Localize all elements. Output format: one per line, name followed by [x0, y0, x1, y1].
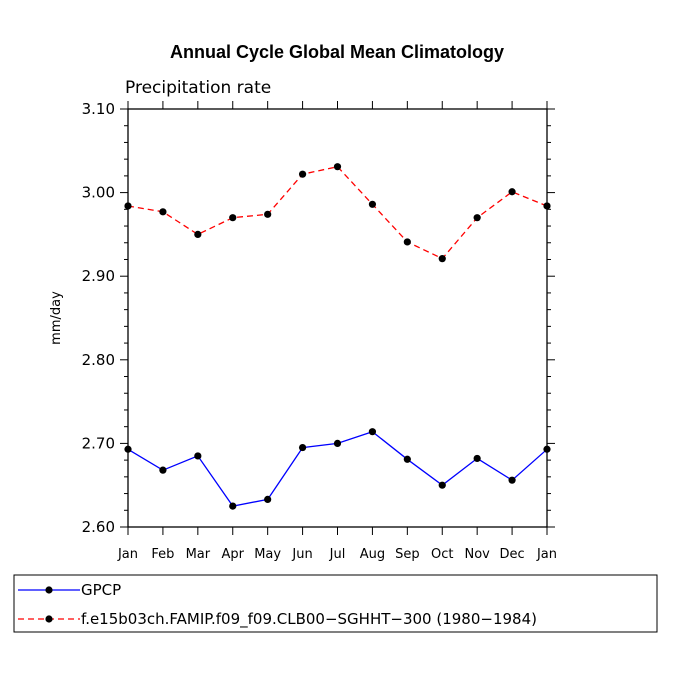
series-2-point: [403, 238, 411, 246]
series-1-point: [438, 481, 446, 489]
series-2-point: [333, 163, 342, 171]
series-2-point: [508, 188, 516, 196]
x-tick-label: Jul: [329, 547, 346, 562]
y-tick-label: 2.90: [82, 267, 115, 285]
x-tick-label: May: [254, 547, 281, 562]
series-2-point: [229, 214, 237, 222]
chart-subtitle: Precipitation rate: [125, 78, 271, 98]
series-1-point: [368, 428, 377, 436]
series-2-point: [473, 214, 481, 222]
x-tick-label: Nov: [464, 547, 490, 562]
x-tick-label: Jun: [291, 547, 312, 562]
series-1-point: [194, 452, 202, 460]
legend-label-2: f.e15b03ch.FAMIP.f09_f09.CLB00−SGHHT−300…: [81, 610, 537, 629]
series-line-2: [127, 165, 548, 260]
series-1-point: [333, 439, 342, 447]
legend: GPCP f.e15b03ch.FAMIP.f09_f09.CLB00−SGHHT…: [13, 574, 658, 633]
x-tick-label: Mar: [186, 547, 211, 562]
legend-frame: [13, 574, 658, 633]
y-axis-label: mm/day: [49, 291, 64, 345]
y-tick-label: 3.00: [82, 184, 115, 202]
y-tick-label: 2.70: [82, 434, 115, 452]
series-2-point: [194, 230, 202, 238]
chart-title: Annual Cycle Global Mean Climatology: [170, 42, 504, 62]
x-tick-label: Jan: [117, 547, 138, 562]
axes: 2.60 2.70 2.80 2.90 3.00 3.10 Jan Feb Mar Apr May J…: [82, 100, 557, 562]
series-1-point: [124, 445, 132, 453]
series-2-point: [264, 210, 272, 218]
series-2-point: [368, 200, 377, 208]
legend-marker-1: [45, 586, 53, 594]
x-tick-label: Dec: [500, 547, 525, 562]
legend-marker-2: [45, 615, 53, 623]
y-tick-label: 2.60: [82, 518, 115, 536]
series-2-point: [298, 170, 307, 178]
series-2-point: [438, 255, 446, 263]
x-tick-label: Aug: [360, 547, 385, 562]
series-2-point: [543, 202, 551, 210]
series-1-point: [543, 445, 551, 453]
series-1-point: [229, 502, 237, 510]
series-1-point: [508, 476, 516, 484]
y-tick-label: 2.80: [82, 351, 115, 369]
x-tick-label: Sep: [395, 547, 420, 562]
legend-label-1: GPCP: [81, 581, 121, 599]
x-tick-label: Oct: [431, 547, 453, 562]
x-tick-label: Apr: [222, 547, 245, 562]
series-1-point: [159, 466, 167, 474]
series-1-point: [403, 455, 411, 463]
series-1-point: [264, 495, 272, 504]
x-tick-label: Jan: [536, 547, 557, 562]
series-lines: [124, 163, 551, 510]
x-tick-label: Feb: [151, 547, 174, 562]
series-2-point: [159, 208, 167, 216]
y-tick-label: 3.10: [82, 100, 115, 118]
series-2-point: [124, 202, 132, 210]
plot-frame: [127, 108, 548, 528]
series-1-point: [298, 443, 307, 452]
series-1-point: [473, 454, 481, 463]
